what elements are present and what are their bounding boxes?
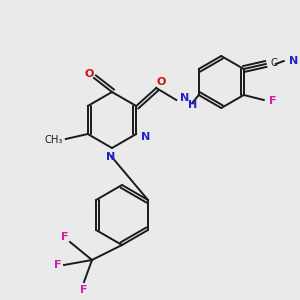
Text: N: N xyxy=(180,93,190,103)
Text: F: F xyxy=(54,260,62,270)
Text: F: F xyxy=(61,232,69,242)
Text: O: O xyxy=(157,77,166,87)
Text: H: H xyxy=(188,100,197,110)
Text: N: N xyxy=(289,56,298,66)
Text: F: F xyxy=(80,285,88,295)
Text: CH₃: CH₃ xyxy=(45,135,63,145)
Text: N: N xyxy=(141,132,150,142)
Text: O: O xyxy=(84,69,94,79)
Text: N: N xyxy=(106,152,116,162)
Text: C: C xyxy=(271,58,278,68)
Text: F: F xyxy=(269,96,276,106)
